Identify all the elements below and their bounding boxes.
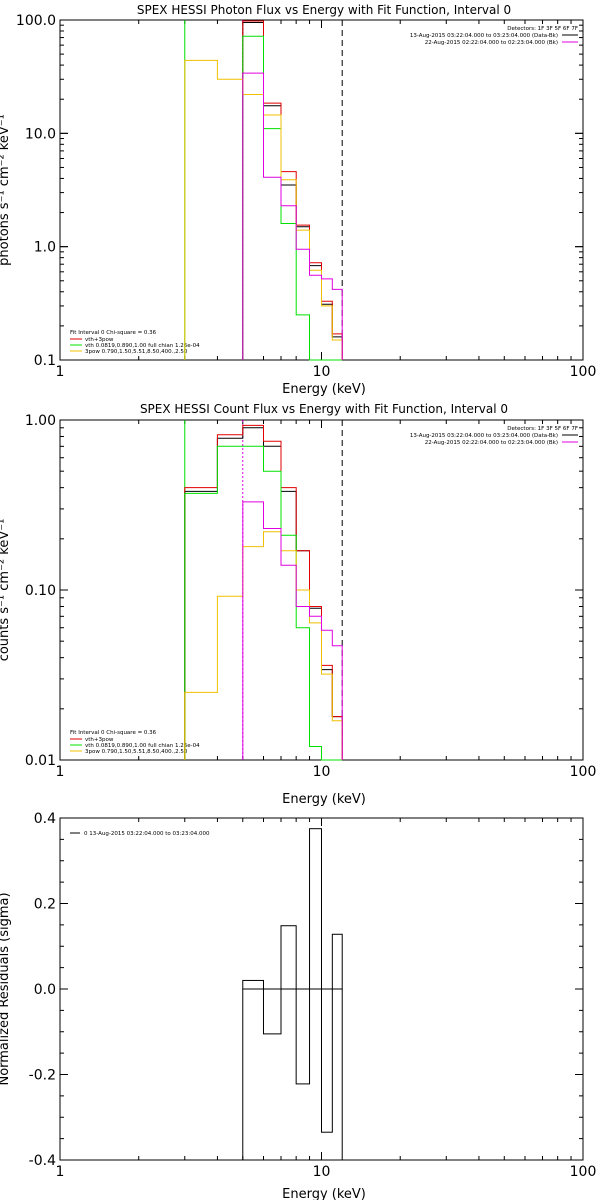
series-vth-3pow	[242, 20, 343, 360]
x-tick-label: 10	[313, 1164, 331, 1180]
legend-data-bk-label: 13-Aug-2015 03:22:04.000 to 03:23:04.000…	[410, 433, 558, 439]
residual-bar	[242, 979, 264, 990]
residual-bar	[321, 988, 333, 1133]
fit-info-label: Fit Interval 0 Chi-square = 0.36	[70, 330, 157, 336]
y-axis-label: photons s⁻¹ cm⁻² keV⁻¹	[0, 114, 12, 266]
y-tick-label: 0.2	[34, 897, 56, 913]
legend-bk-label: 22-Aug-2015 02:22:04.000 to 02:23:04.000…	[425, 440, 558, 446]
series-data-bk	[184, 427, 343, 760]
x-tick-label: 1	[56, 764, 65, 780]
y-axis-label: counts s⁻¹ cm⁻² keV⁻¹	[0, 519, 12, 662]
fit-info-label: Fit Interval 0 Chi-square = 0.36	[70, 730, 157, 736]
x-axis-label: Energy (keV)	[282, 792, 366, 807]
y-tick-label: 1.0	[34, 240, 56, 256]
x-tick-label: 1	[56, 364, 65, 380]
x-tick-label: 10	[313, 364, 331, 380]
x-axis-label: Energy (keV)	[282, 382, 366, 397]
panel-title: SPEX HESSI Count Flux vs Energy with Fit…	[140, 402, 508, 416]
residual-bar	[262, 988, 282, 1035]
panel-title: SPEX HESSI Photon Flux vs Energy with Fi…	[137, 3, 511, 17]
series-bk	[242, 72, 343, 360]
legend-bk-label: 22-Aug-2015 02:22:04.000 to 02:23:04.000…	[425, 40, 558, 46]
residual-bar	[309, 828, 323, 990]
series-bk	[242, 501, 343, 760]
series-3pow	[184, 531, 343, 760]
x-tick-label: 100	[570, 1164, 597, 1180]
series-vth	[242, 35, 343, 361]
y-tick-label: -0.2	[29, 1068, 56, 1084]
residual-bar	[280, 925, 297, 990]
legend-residual-label: 0 13-Aug-2015 03:22:04.000 to 03:23:04.0…	[84, 831, 210, 837]
legend-3pow-label: 3pow 0.790,1.50,5.51,8.50,400.,2.50	[85, 349, 188, 355]
detectors-label: Detectors: 1F 3F 5F 6F 7F	[507, 426, 578, 432]
residuals-panel: Normalized Residuals (sigma) Energy (keV…	[0, 811, 596, 1200]
y-tick-label: 100.0	[16, 13, 56, 29]
residual-bar	[331, 933, 343, 990]
legend-vth-label: vth 0.0819,0.890,1.00 full chian 1.26e-0…	[85, 743, 200, 749]
legend-vth3pow-label: vth+3pow	[85, 337, 114, 343]
y-tick-label: 0.1	[34, 353, 56, 369]
y-tick-label: 0.4	[34, 811, 56, 827]
photon-flux-panel: SPEX HESSI Photon Flux vs Energy with Fi…	[0, 3, 596, 397]
legend-vth-label: vth 0.0819,0.890,1.00 full chian 1.26e-0…	[85, 343, 200, 349]
count-flux-panel: SPEX HESSI Count Flux vs Energy with Fit…	[0, 402, 596, 807]
x-axis-label: Energy (keV)	[282, 1187, 366, 1200]
legend-data-bk-label: 13-Aug-2015 03:22:04.000 to 03:23:04.000…	[410, 33, 558, 39]
y-tick-label: 1.00	[25, 413, 56, 429]
detectors-label: Detectors: 1F 3F 5F 6F 7F	[507, 26, 578, 32]
series-vth-3pow	[184, 424, 343, 760]
plot-frame	[59, 19, 584, 361]
residual-bar	[295, 988, 311, 1085]
legend-3pow-label: 3pow 0.790,1.50,5.51,8.50,400.,2.50	[85, 749, 188, 755]
x-tick-label: 100	[570, 364, 597, 380]
legend-vth3pow-label: vth+3pow	[85, 737, 114, 743]
plot-frame	[59, 419, 584, 761]
x-tick-label: 100	[570, 764, 597, 780]
series-3pow	[184, 59, 343, 360]
x-tick-label: 10	[313, 764, 331, 780]
y-axis-label: Normalized Residuals (sigma)	[0, 892, 12, 1085]
x-tick-label: 1	[56, 1164, 65, 1180]
series-vth	[184, 445, 343, 761]
y-tick-label: 10.0	[25, 126, 56, 142]
y-tick-label: 0.0	[34, 982, 56, 998]
y-tick-label: -0.4	[29, 1153, 56, 1169]
y-tick-label: 0.10	[25, 583, 56, 599]
y-tick-label: 0.01	[25, 753, 56, 769]
